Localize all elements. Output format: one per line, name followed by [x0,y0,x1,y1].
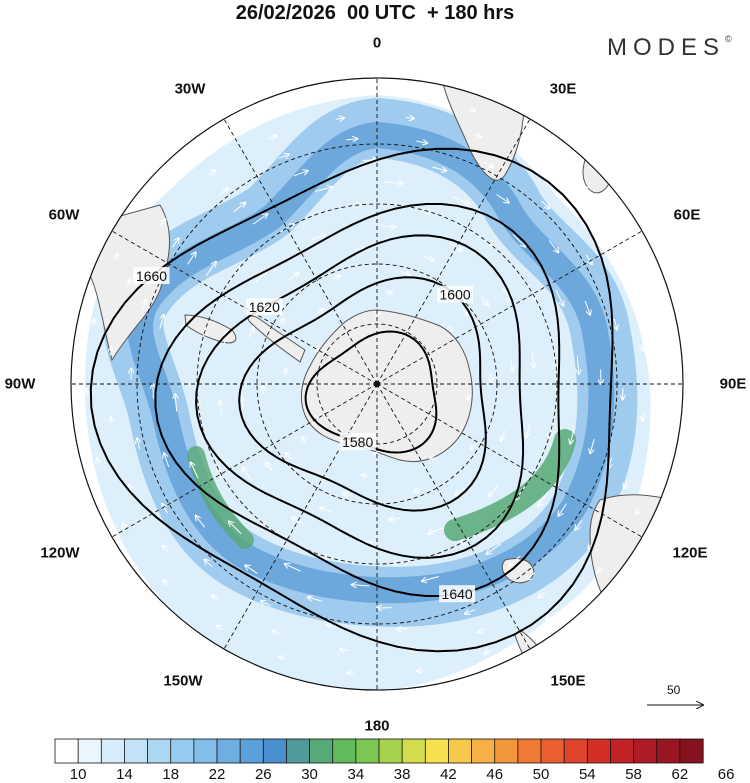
contour-label-1640: 1640 [442,586,473,602]
colorbar-swatch [240,739,263,763]
colorbar-swatch [495,739,518,763]
longitude-label: 30W [175,81,206,98]
colorbar-tick-label: 38 [394,766,411,783]
colorbar-tick-label: 18 [162,766,179,783]
colorbar-swatch [379,739,402,763]
wind-arrow [601,369,602,384]
colorbar-tick-label: 22 [209,766,226,783]
colorbar-swatch [310,739,333,763]
colorbar-tick-label: 14 [116,766,133,783]
colorbar-tick-label: 34 [348,766,365,783]
colorbar-swatch [564,739,587,763]
contour-label-1580: 1580 [342,434,373,450]
colorbar-swatch [541,739,564,763]
colorbar-swatch [610,739,633,763]
contour-label-1600: 1600 [440,287,471,303]
colorbar-swatch [217,739,240,763]
longitude-label: 150W [163,673,202,690]
colorbar-tick-label: 54 [579,766,596,783]
colorbar-tick-label: 26 [255,766,272,783]
colorbar-swatch [657,739,680,763]
wind-arrow [347,673,354,674]
colorbar-swatch [448,739,471,763]
colorbar-tick-label: 10 [70,766,87,783]
colorbar-swatch [634,739,657,763]
colorbar-swatch [124,739,147,763]
longitude-label: 90W [5,376,36,393]
colorbar-tick-label: 42 [440,766,457,783]
longitude-label: 30E [550,81,577,98]
colorbar [54,738,704,764]
colorbar-swatch [55,739,78,763]
wind-arrow [400,95,407,96]
australia [590,495,700,644]
colorbar-swatch [518,739,541,763]
colorbar-swatch [587,739,610,763]
colorbar-tick-label: 58 [625,766,642,783]
longitude-label: 0 [373,35,381,52]
contour-label-1660: 1660 [136,268,167,284]
colorbar-tick-label: 50 [533,766,550,783]
colorbar-tick-label: 46 [486,766,503,783]
colorbar-swatch [402,739,425,763]
longitude-label: 90E [720,376,747,393]
colorbar-tick-label: 62 [672,766,689,783]
colorbar-swatch [148,739,171,763]
colorbar-tick-label: 66 [718,766,735,783]
colorbar-swatch [171,739,194,763]
colorbar-swatch [472,739,495,763]
wind-arrow [491,374,492,382]
colorbar-swatch [356,739,379,763]
colorbar-swatch [333,739,356,763]
colorbar-swatch [194,739,217,763]
colorbar-swatch [286,739,309,763]
colorbar-swatch [263,739,286,763]
wind-arrow [153,384,154,399]
colorbar-swatch [78,739,101,763]
map-disk [60,70,700,710]
colorbar-swatch [101,739,124,763]
longitude-label: 120W [40,545,79,562]
colorbar-tick-label: 30 [301,766,318,783]
wind-arrow [377,608,392,609]
longitude-label: 60E [674,207,701,224]
longitude-label: 180 [364,718,389,735]
colorbar-swatch [680,739,703,763]
longitude-label: 120E [672,545,707,562]
wind-arrow [263,386,264,394]
pole-dot [374,381,380,387]
contour-label-1620: 1620 [249,299,280,315]
longitude-label: 60W [49,207,80,224]
wind-scale-label: 50 [667,683,680,697]
longitude-label: 150E [550,673,585,690]
colorbar-swatch [425,739,448,763]
